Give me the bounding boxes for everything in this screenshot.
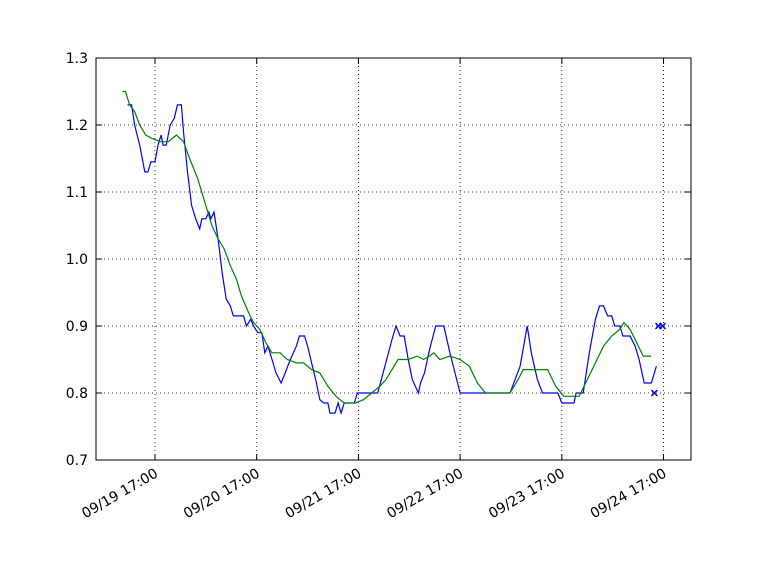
x-tick-label: 09/24 17:00 <box>588 466 670 522</box>
x-tick-label: 09/19 17:00 <box>79 466 161 522</box>
data-point <box>658 322 667 330</box>
x-tick-label: 09/21 17:00 <box>283 466 365 522</box>
y-tick-label: 0.8 <box>66 386 88 402</box>
x-tick-label: 09/20 17:00 <box>181 466 263 522</box>
y-tick-label: 0.9 <box>66 319 88 335</box>
x-tick-label: 09/22 17:00 <box>384 466 466 522</box>
plot-frame <box>95 57 692 461</box>
x-tick-label: 09/23 17:00 <box>486 466 568 522</box>
data-point <box>650 389 658 397</box>
data-line <box>122 90 652 404</box>
y-tick-label: 1.3 <box>66 51 88 67</box>
data-line <box>127 104 657 416</box>
y-tick-label: 1.2 <box>66 118 88 134</box>
y-tick-label: 1.0 <box>66 252 88 268</box>
y-tick-label: 1.1 <box>66 185 88 201</box>
y-tick-label: 0.7 <box>66 453 88 469</box>
